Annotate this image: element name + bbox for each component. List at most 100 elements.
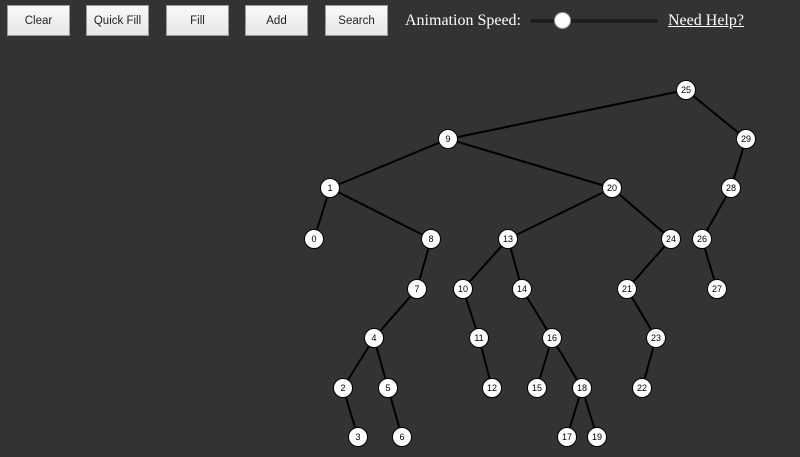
tree-node: 1 bbox=[320, 178, 340, 198]
quick-fill-button[interactable]: Quick Fill bbox=[86, 5, 149, 36]
node-circle bbox=[707, 279, 727, 299]
search-button[interactable]: Search bbox=[325, 5, 388, 36]
tree-node: 27 bbox=[707, 279, 727, 299]
node-circle bbox=[572, 378, 592, 398]
node-circle bbox=[348, 427, 368, 447]
animation-speed-label: Animation Speed: bbox=[405, 12, 521, 29]
tree-node: 22 bbox=[632, 378, 652, 398]
tree-node: 15 bbox=[527, 378, 547, 398]
need-help-link[interactable]: Need Help? bbox=[668, 12, 744, 29]
animation-speed-slider[interactable] bbox=[530, 19, 658, 23]
node-label: 3 bbox=[355, 432, 360, 442]
tree-node: 14 bbox=[512, 279, 532, 299]
tree-node: 10 bbox=[453, 279, 473, 299]
node-circle bbox=[378, 378, 398, 398]
node-circle bbox=[438, 129, 458, 149]
tree-node: 18 bbox=[572, 378, 592, 398]
tree-node: 29 bbox=[736, 129, 756, 149]
node-circle bbox=[364, 328, 384, 348]
tree-edge bbox=[373, 288, 418, 339]
node-label: 9 bbox=[445, 134, 450, 144]
node-label: 24 bbox=[666, 234, 676, 244]
tree-node: 12 bbox=[482, 378, 502, 398]
node-label: 0 bbox=[311, 234, 316, 244]
node-circle bbox=[482, 378, 502, 398]
tree-node: 11 bbox=[469, 328, 489, 348]
node-circle bbox=[498, 229, 518, 249]
slider-thumb[interactable] bbox=[554, 12, 571, 29]
node-label: 8 bbox=[428, 234, 433, 244]
node-circle bbox=[587, 427, 607, 447]
add-button[interactable]: Add bbox=[245, 5, 308, 36]
node-label: 27 bbox=[712, 284, 722, 294]
node-circle bbox=[527, 378, 547, 398]
tree-node: 4 bbox=[364, 328, 384, 348]
node-label: 2 bbox=[340, 383, 345, 393]
node-circle bbox=[676, 80, 696, 100]
node-label: 28 bbox=[726, 183, 736, 193]
node-circle bbox=[333, 378, 353, 398]
node-label: 16 bbox=[547, 333, 557, 343]
tree-node: 7 bbox=[407, 279, 427, 299]
node-label: 25 bbox=[681, 85, 691, 95]
node-circle bbox=[512, 279, 532, 299]
tree-node: 26 bbox=[692, 229, 712, 249]
clear-button[interactable]: Clear bbox=[7, 5, 70, 36]
node-label: 20 bbox=[607, 183, 617, 193]
tree-node: 17 bbox=[557, 427, 577, 447]
node-circle bbox=[392, 427, 412, 447]
tree-node: 24 bbox=[661, 229, 681, 249]
node-circle bbox=[632, 378, 652, 398]
node-label: 17 bbox=[562, 432, 572, 442]
node-circle bbox=[736, 129, 756, 149]
node-circle bbox=[469, 328, 489, 348]
tree-node: 16 bbox=[542, 328, 562, 348]
tree-node: 23 bbox=[646, 328, 666, 348]
tree-node: 6 bbox=[392, 427, 412, 447]
node-circle bbox=[557, 427, 577, 447]
node-circle bbox=[646, 328, 666, 348]
tree-node: 0 bbox=[304, 229, 324, 249]
node-label: 7 bbox=[414, 284, 419, 294]
tree-node: 3 bbox=[348, 427, 368, 447]
tree-node: 25 bbox=[676, 80, 696, 100]
node-label: 26 bbox=[697, 234, 707, 244]
node-label: 19 bbox=[592, 432, 602, 442]
node-circle bbox=[320, 178, 340, 198]
tree-node: 5 bbox=[378, 378, 398, 398]
tree-node: 9 bbox=[438, 129, 458, 149]
tree-node: 13 bbox=[498, 229, 518, 249]
node-circle bbox=[721, 178, 741, 198]
tree-edge bbox=[685, 89, 747, 140]
tree-edge bbox=[329, 187, 432, 240]
tree-node: 8 bbox=[421, 229, 441, 249]
node-circle bbox=[407, 279, 427, 299]
node-circle bbox=[661, 229, 681, 249]
node-label: 1 bbox=[327, 183, 332, 193]
node-label: 4 bbox=[371, 333, 376, 343]
node-label: 13 bbox=[503, 234, 513, 244]
node-label: 15 bbox=[532, 383, 542, 393]
tree-node: 20 bbox=[602, 178, 622, 198]
node-circle bbox=[453, 279, 473, 299]
node-label: 21 bbox=[622, 284, 632, 294]
tree-node: 28 bbox=[721, 178, 741, 198]
node-label: 23 bbox=[651, 333, 661, 343]
tree-edge bbox=[626, 238, 672, 290]
node-label: 14 bbox=[517, 284, 527, 294]
tree-edge bbox=[447, 89, 687, 140]
node-circle bbox=[304, 229, 324, 249]
tree-edge bbox=[462, 238, 509, 290]
node-circle bbox=[617, 279, 637, 299]
node-label: 29 bbox=[741, 134, 751, 144]
node-label: 11 bbox=[474, 333, 483, 343]
node-label: 12 bbox=[487, 383, 497, 393]
fill-button[interactable]: Fill bbox=[166, 5, 229, 36]
tree-node: 2 bbox=[333, 378, 353, 398]
node-label: 6 bbox=[399, 432, 404, 442]
tree-node: 21 bbox=[617, 279, 637, 299]
node-label: 10 bbox=[458, 284, 468, 294]
tree-edge bbox=[329, 138, 449, 189]
node-circle bbox=[602, 178, 622, 198]
